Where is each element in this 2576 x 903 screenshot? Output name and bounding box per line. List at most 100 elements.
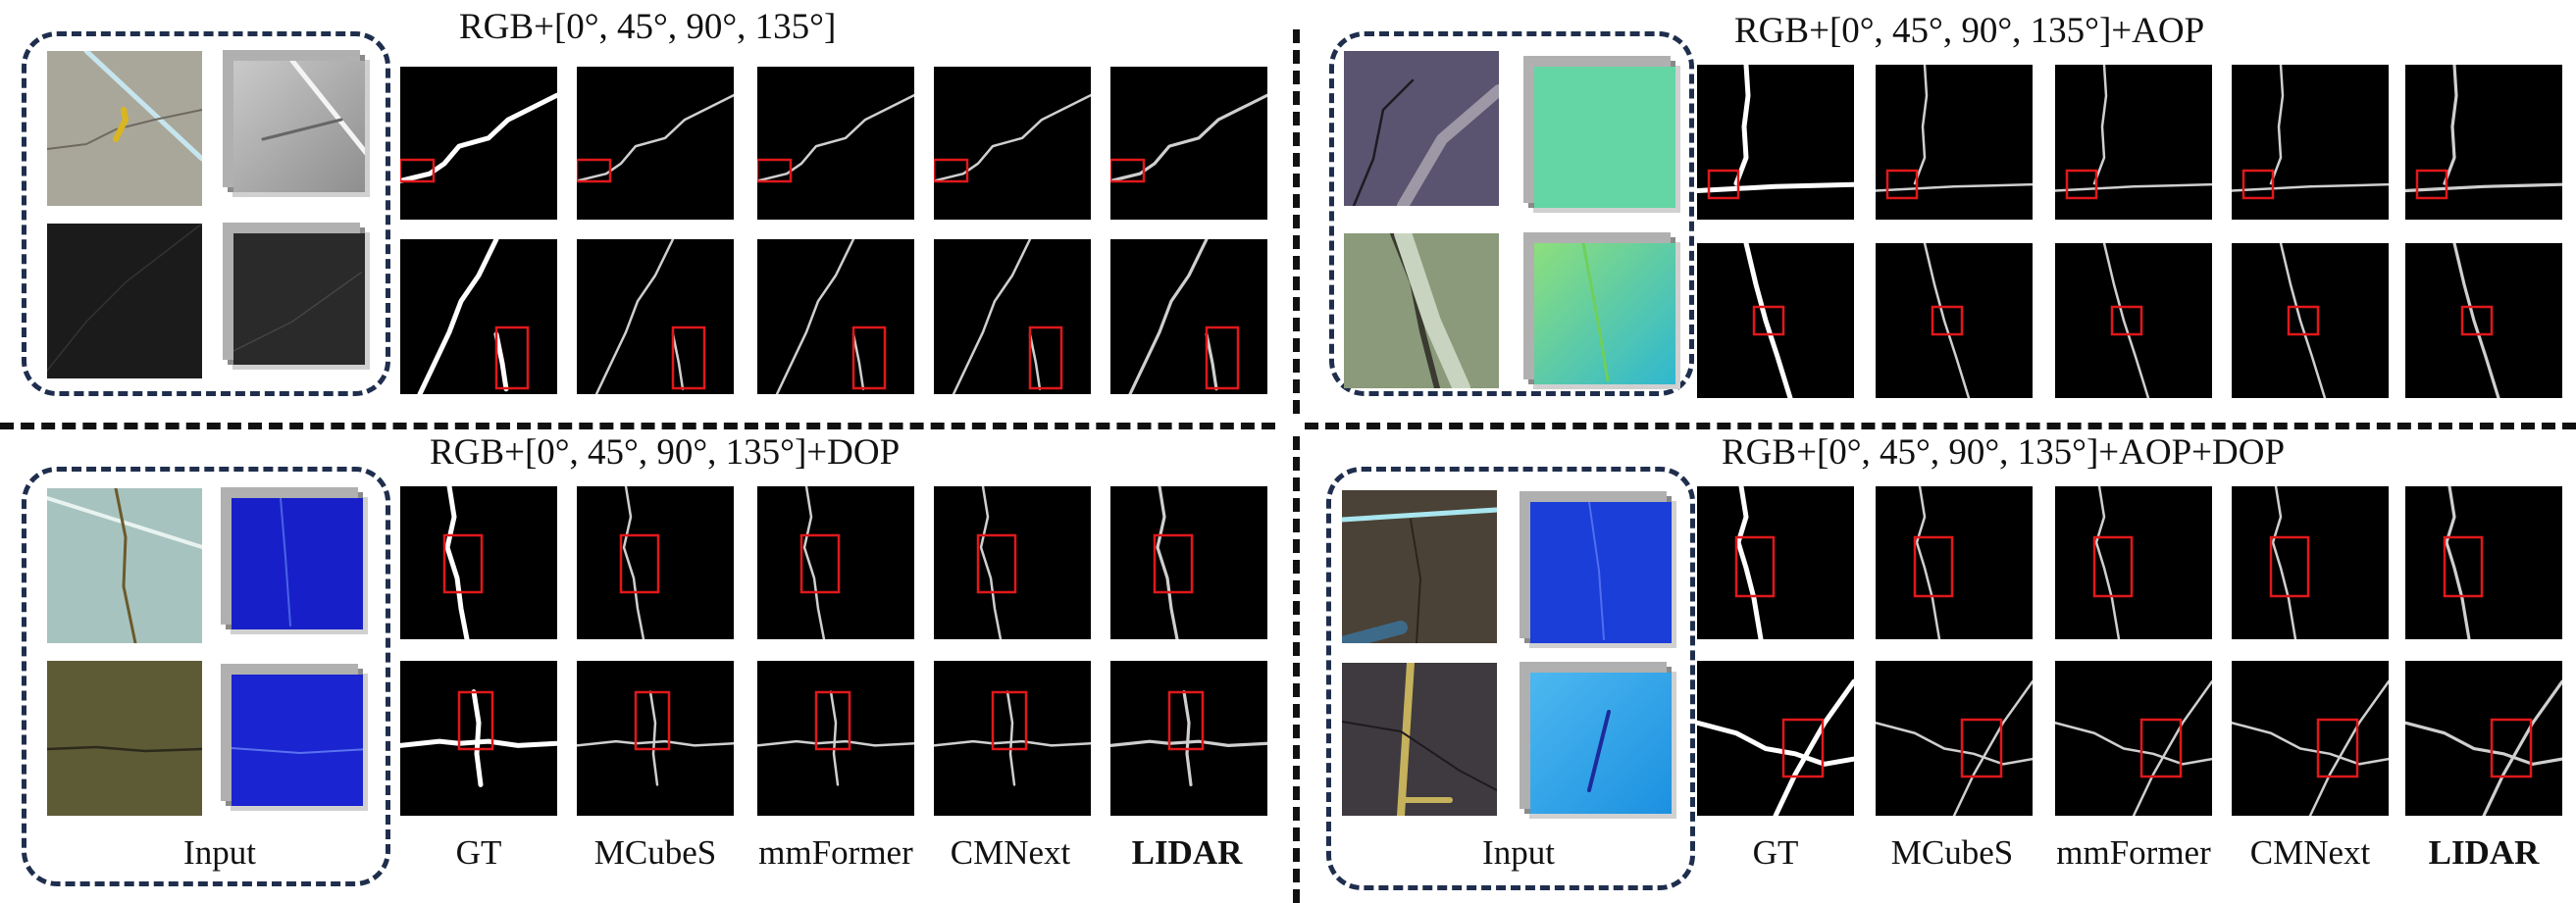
label-gt-right: GT [1752,833,1799,872]
bl-input-rgb-2 [47,661,202,816]
tl-gt-row1-highlight-box [400,158,436,183]
vertical-divider-bottom [1293,436,1300,903]
tl-lidar-row1-highlight-box [1110,158,1146,183]
bl-mcubes-row1-highlight-box [619,533,660,594]
bl-mcubes-row2 [577,661,734,816]
tr-input-rgb-1 [1344,51,1499,206]
tl-cmnext-row2-highlight-box [1028,326,1063,390]
tl-gt-row2 [400,239,557,394]
input-box-bottom-left [22,467,390,886]
tl-mmformer-row1 [757,67,914,220]
label-input-right: Input [1482,833,1555,872]
br-gt-row1-highlight-box [1734,535,1776,598]
tl-input-polar-2 [233,233,365,365]
bl-mcubes-row2-highlight-box [634,690,671,751]
br-cmnext-row1 [2232,486,2389,639]
bl-mcubes-row1 [577,486,734,639]
tl-mmformer-row1-highlight-box [757,158,793,183]
tr-mmformer-row1-highlight-box [2065,169,2098,200]
tl-mmformer-row2 [757,239,914,394]
bl-lidar-row1 [1110,486,1267,639]
label-lidar-left: LIDAR [1131,833,1243,872]
tr-mcubes-row1 [1876,65,2033,220]
bl-cmnext-row1-highlight-box [976,533,1017,594]
label-gt-left: GT [455,833,502,872]
br-mmformer-row2 [2055,661,2212,816]
br-mmformer-row1 [2055,486,2212,639]
bl-mmformer-row1 [757,486,914,639]
tr-mcubes-row2-highlight-box [1931,305,1964,336]
bl-cmnext-row1 [934,486,1091,639]
label-cmnext-left: CMNext [950,833,1071,872]
input-box-top-right [1329,31,1694,396]
bl-gt-row1-highlight-box [442,533,484,594]
tl-mmformer-row2-highlight-box [851,326,887,390]
tl-mcubes-row2-highlight-box [671,326,706,390]
label-mmformer-left: mmFormer [758,833,913,872]
tl-cmnext-row2 [934,239,1091,394]
br-lidar-row1-highlight-box [2443,535,2484,598]
tl-lidar-row1 [1110,67,1267,220]
br-cmnext-row2-highlight-box [2316,718,2359,778]
panel-title-top-left: RGB+[0°, 45°, 90°, 135°] [459,7,837,47]
bl-mmformer-row2 [757,661,914,816]
br-cmnext-row2 [2232,661,2389,816]
tr-input-aop-1 [1534,67,1675,208]
tr-input-rgb-2 [1344,233,1499,388]
tl-lidar-row2-highlight-box [1205,326,1240,390]
tl-input-rgb-1 [47,51,202,206]
tl-gt-row1 [400,67,557,220]
br-input-aopdop-2 [1530,673,1672,814]
input-box-top-left [22,31,390,396]
br-mmformer-row2-highlight-box [2139,718,2183,778]
tl-cmnext-row1 [934,67,1091,220]
label-mcubes-right: MCubeS [1890,833,2014,872]
br-mcubes-row2-highlight-box [1960,718,2003,778]
br-input-rgb-2 [1342,663,1497,816]
br-gt-row2-highlight-box [1781,718,1825,778]
tl-lidar-row2 [1110,239,1267,394]
bl-gt-row2-highlight-box [457,690,494,751]
bl-input-dop-2 [232,675,363,806]
tr-mcubes-row1-highlight-box [1885,169,1919,200]
br-gt-row1 [1697,486,1854,639]
tl-input-rgb-2 [47,224,202,378]
br-input-rgb-1 [1342,490,1497,643]
horizontal-divider-right [1305,423,2576,429]
input-box-bottom-right [1326,467,1695,890]
tl-cmnext-row1-highlight-box [934,158,969,183]
tr-cmnext-row2-highlight-box [2287,305,2320,336]
bl-lidar-row2 [1110,661,1267,816]
tr-cmnext-row1 [2232,65,2389,220]
tr-cmnext-row2 [2232,243,2389,398]
tr-input-aop-2 [1534,243,1675,384]
tl-mcubes-row1-highlight-box [577,158,612,183]
tr-gt-row1 [1697,65,1854,220]
bl-mmformer-row2-highlight-box [814,690,851,751]
br-gt-row2 [1697,661,1854,816]
tr-lidar-row2-highlight-box [2460,305,2494,336]
tl-gt-row2-highlight-box [494,326,530,390]
tr-gt-row2 [1697,243,1854,398]
br-lidar-row2-highlight-box [2490,718,2533,778]
tr-mmformer-row2 [2055,243,2212,398]
br-mcubes-row1 [1876,486,2033,639]
bl-gt-row1 [400,486,557,639]
label-mmformer-right: mmFormer [2056,833,2211,872]
tl-mcubes-row1 [577,67,734,220]
bl-cmnext-row2-highlight-box [991,690,1028,751]
tr-gt-row2-highlight-box [1752,305,1785,336]
br-cmnext-row1-highlight-box [2269,535,2310,598]
bl-lidar-row2-highlight-box [1167,690,1205,751]
label-input-left: Input [183,833,256,872]
label-mcubes-left: MCubeS [593,833,717,872]
tr-cmnext-row1-highlight-box [2241,169,2275,200]
horizontal-divider-left [0,423,1275,429]
tr-mcubes-row2 [1876,243,2033,398]
tr-mmformer-row2-highlight-box [2110,305,2143,336]
vertical-divider-top [1293,29,1300,414]
tl-mcubes-row2 [577,239,734,394]
bl-gt-row2 [400,661,557,816]
tr-lidar-row2 [2405,243,2562,398]
br-lidar-row1 [2405,486,2562,639]
